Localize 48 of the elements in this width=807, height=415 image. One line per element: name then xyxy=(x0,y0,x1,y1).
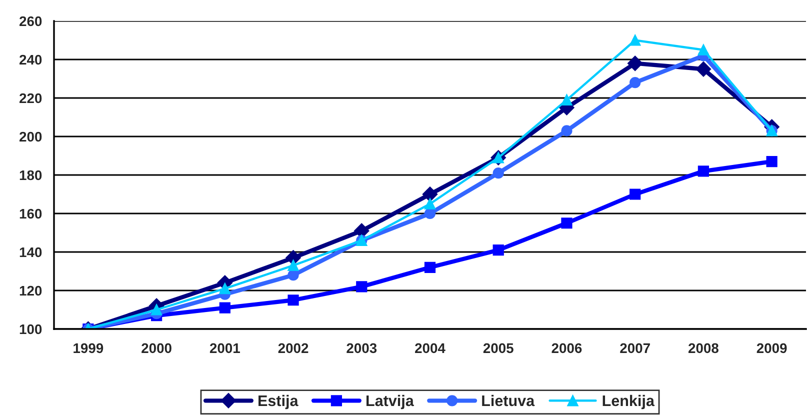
point xyxy=(424,198,436,210)
y-tick-label: 140 xyxy=(20,247,42,258)
point xyxy=(288,270,299,281)
x-tick-label: 2004 xyxy=(415,343,446,354)
x-tick-label: 1999 xyxy=(74,343,104,354)
point xyxy=(628,56,643,71)
y-tick-label: 200 xyxy=(20,132,42,142)
point xyxy=(219,302,230,314)
point xyxy=(630,77,641,88)
point xyxy=(219,283,230,294)
point xyxy=(288,260,299,272)
point xyxy=(630,188,641,200)
x-tick-label: 2002 xyxy=(278,343,308,354)
point xyxy=(561,125,572,136)
point xyxy=(356,281,368,292)
x-tick-label: 2008 xyxy=(688,343,718,354)
point xyxy=(288,294,299,306)
point xyxy=(422,186,438,202)
point xyxy=(424,262,436,273)
point xyxy=(492,168,504,179)
x-tick-label: 2005 xyxy=(483,343,514,354)
y-tick-label: 220 xyxy=(20,93,42,104)
point xyxy=(630,34,641,46)
point xyxy=(150,304,162,316)
x-tick-label: 2007 xyxy=(620,343,650,354)
point xyxy=(561,94,572,106)
y-tick-label: 160 xyxy=(20,208,42,219)
x-tick-label: 2003 xyxy=(346,343,377,354)
legend-label: Lenkija xyxy=(602,394,655,410)
y-tick-label: 260 xyxy=(20,16,42,26)
point xyxy=(561,218,572,229)
x-tick-label: 2006 xyxy=(552,343,582,354)
x-tick-label: 2009 xyxy=(756,343,787,354)
y-tick-label: 120 xyxy=(20,286,42,296)
point xyxy=(424,208,436,220)
y-tick-label: 100 xyxy=(20,324,42,334)
point xyxy=(698,166,710,177)
legend-label: Estija xyxy=(258,394,298,410)
point xyxy=(696,62,712,77)
point xyxy=(766,156,778,168)
legend-label: Latvija xyxy=(366,394,414,410)
legend-label: Lietuva xyxy=(482,394,535,406)
point xyxy=(492,244,504,256)
y-tick-label: 180 xyxy=(20,170,42,180)
y-tick-label: 240 xyxy=(20,54,42,65)
x-tick-label: 2000 xyxy=(142,343,172,354)
x-tick-label: 2001 xyxy=(210,343,240,354)
point xyxy=(698,44,710,56)
